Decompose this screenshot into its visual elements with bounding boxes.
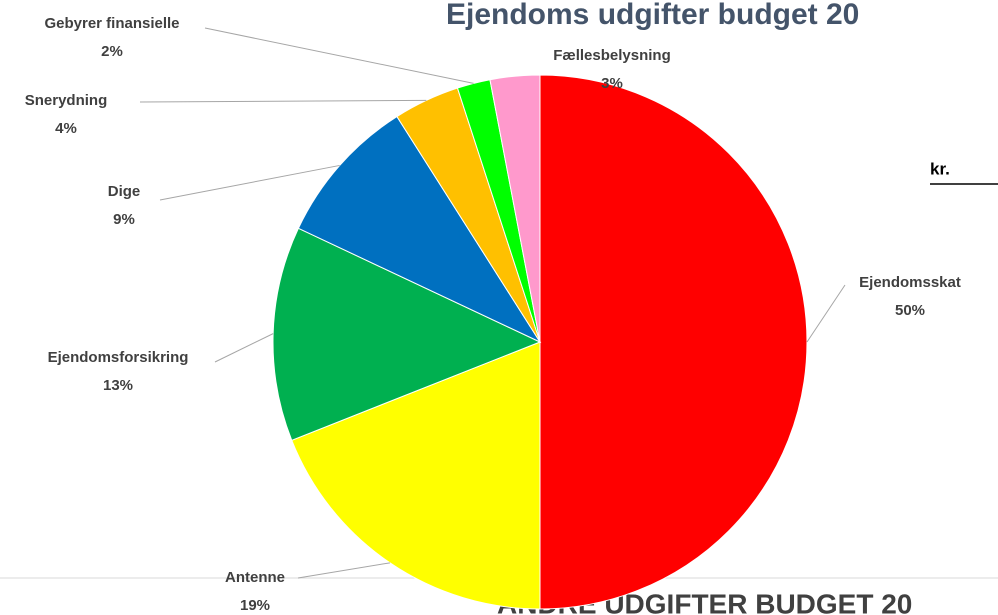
pie-slice [489,74,541,343]
pie-slice [272,227,542,441]
chart-title: Ejendoms udgifter budget 20 [446,0,859,31]
pie-slice [539,74,808,610]
leader-line [297,562,391,579]
slice-value-label: 13% [103,377,133,394]
slice-label: Ejendomsskat [859,274,961,291]
slice-value-label: 50% [895,302,925,319]
slice-label: Dige [108,183,141,200]
leader-line [139,99,427,103]
pie-slice [291,341,541,610]
slice-value-label: 2% [101,43,123,60]
slice-label: Ejendomsforsikring [48,349,189,366]
leader-line [806,284,846,343]
slice-value-label: 19% [240,597,270,614]
slice-label: Fællesbelysning [553,47,671,64]
leader-line [204,27,474,84]
slice-label: Antenne [225,569,285,586]
slice-label: Snerydning [25,92,108,109]
leader-line [214,333,274,363]
slice-value-label: 3% [601,75,623,92]
unit-label: kr. [930,159,950,178]
slice-value-label: 9% [113,211,135,228]
slice-value-label: 4% [55,120,77,137]
leader-line [159,164,340,201]
slice-label: Gebyrer finansielle [44,15,179,32]
